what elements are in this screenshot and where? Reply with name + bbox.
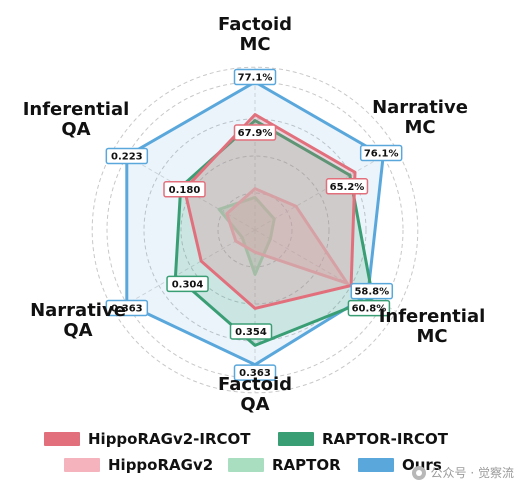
axis-label-line: Narrative: [30, 300, 126, 321]
value-label-raptor-ircot-3: 0.354: [229, 323, 273, 340]
value-label-text: 76.1%: [364, 149, 399, 160]
axis-label-5: Inferential QA: [23, 99, 130, 140]
value-label-text: 77.1%: [238, 73, 273, 84]
grid-circle-2: [143, 118, 367, 342]
value-label-ours-0: 77.1%: [233, 68, 277, 86]
legend-swatch: [358, 458, 394, 472]
axis-label-line: QA: [240, 394, 269, 415]
legend-swatch: [228, 458, 264, 472]
legend-label: RAPTOR: [272, 456, 341, 474]
value-label-raptor-ircot-2: 60.8%: [347, 299, 391, 317]
value-label-box: [105, 299, 149, 317]
axis-label-line: MC: [416, 326, 447, 347]
grid-spoke-1: [254, 148, 397, 231]
axis-label-line: Narrative: [372, 97, 468, 118]
value-label-box: [229, 323, 273, 340]
legend-item: HippoRAGv2-IRCOT: [44, 430, 251, 448]
value-label-ours-4: 0.363: [105, 299, 149, 317]
value-label-text: 60.8%: [352, 304, 387, 315]
watermark: 公众号 · 觉察流: [411, 464, 514, 481]
value-label-raptor-ircot-4: 0.304: [166, 275, 209, 293]
wechat-icon: [411, 465, 426, 480]
axis-label-0: Factoid MC: [218, 14, 292, 55]
legend-item: HippoRAGv2: [64, 456, 213, 474]
series-hipporagv2: [225, 187, 349, 285]
value-label-hipporagv2-ircot-5: 0.180: [163, 181, 206, 198]
value-label-box: [325, 178, 369, 195]
radar-chart: 67.9% 65.2% 0.180 60.8% 0.354 0.304 77.1% 76.1%…: [23, 14, 486, 415]
axis-label-2: Inferential MC: [379, 306, 486, 347]
legend-swatch: [44, 432, 80, 446]
watermark-text: 公众号 · 觉察流: [430, 466, 514, 480]
legend-swatch: [64, 458, 100, 472]
axis-label-line: MC: [404, 117, 435, 138]
value-label-text: 0.180: [169, 185, 201, 196]
legend-label: RAPTOR-IRCOT: [322, 430, 449, 448]
axis-label-line: Inferential: [379, 306, 486, 327]
grid-circle-1: [180, 155, 330, 305]
axis-label-line: QA: [61, 119, 90, 140]
value-label-text: 0.304: [172, 279, 204, 290]
axis-label-line: Factoid: [218, 374, 292, 395]
axis-label-line: Inferential: [23, 99, 130, 120]
axis-label-3: Factoid QA: [218, 374, 292, 415]
value-label-box: [166, 275, 209, 293]
axis-label-line: QA: [63, 320, 92, 341]
value-label-box: [233, 68, 277, 86]
axis-label-line: Factoid: [218, 14, 292, 35]
legend-label: HippoRAGv2-IRCOT: [88, 430, 251, 448]
value-label-box: [359, 144, 403, 162]
value-label-text: 67.9%: [238, 128, 273, 139]
value-label-box: [347, 299, 391, 317]
value-label-text: 0.223: [111, 152, 143, 163]
value-label-box: [233, 124, 277, 141]
axis-label-4: Narrative QA: [30, 300, 126, 341]
value-label-text: 58.8%: [354, 287, 389, 298]
grid-spoke-4: [113, 229, 256, 312]
axis-label-line: MC: [239, 34, 270, 55]
value-label-hipporagv2-ircot-1: 65.2%: [325, 178, 369, 195]
value-label-text: 0.363: [111, 304, 143, 315]
axis-label-1: Narrative MC: [372, 97, 468, 138]
value-label-box: [233, 364, 277, 381]
value-label-text: 65.2%: [330, 182, 365, 193]
value-label-text: 0.354: [235, 327, 267, 338]
legend-label: HippoRAGv2: [108, 456, 214, 474]
value-label-text: 0.363: [239, 368, 271, 379]
legend-item: RAPTOR-IRCOT: [278, 430, 448, 448]
value-label-ours-2: 58.8%: [350, 282, 394, 300]
value-label-ours-3: 0.363: [233, 364, 277, 381]
value-label-box: [350, 282, 394, 300]
legend-swatch: [278, 432, 314, 446]
value-label-box: [105, 147, 149, 165]
legend-item: RAPTOR: [228, 456, 341, 474]
value-label-ours-1: 76.1%: [359, 144, 403, 162]
value-label-ours-5: 0.223: [105, 147, 149, 165]
value-label-box: [163, 181, 206, 198]
value-label-hipporagv2-ircot-0: 67.9%: [233, 124, 277, 141]
